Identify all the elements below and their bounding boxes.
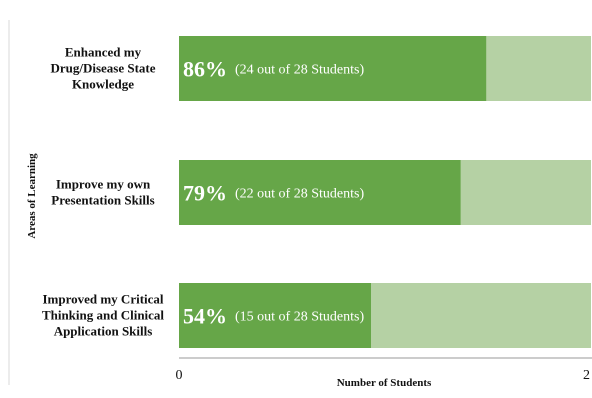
category-label-line: Knowledge [72,77,134,92]
category-label: Improve my own Presentation Skills [51,177,154,208]
category-label-line: Drug/Disease State [50,61,155,76]
category-labels-group: Enhanced my Drug/Disease State Knowledge Im… [42,45,164,339]
category-label: Enhanced my Drug/Disease State Knowledge [50,45,155,92]
category-label-line: Presentation Skills [51,193,154,208]
category-label-line: Application Skills [54,324,153,339]
x-axis-title: Number of Students [337,377,432,389]
x-tick-label: 2 [583,368,590,383]
bar-count-label: (22 out of 28 Students) [235,187,364,202]
bar-count-label: (15 out of 28 Students) [235,310,364,325]
category-label-line: Improved my Critical [42,292,163,307]
bar-percent-label: 86% [183,57,227,82]
bar-count-label: (24 out of 28 Students) [235,63,364,78]
category-label: Improved my Critical Thinking and Clinica… [42,292,164,339]
bar-value [179,36,487,101]
bar-percent-label: 79% [183,181,227,206]
category-label-line: Thinking and Clinical [42,308,164,323]
y-axis-title: Areas of Learning [26,153,38,239]
category-label-line: Improve my own [56,177,151,192]
bars-group: 86% (24 out of 28 Students) 79% (22 out of … [179,36,591,348]
bar-percent-label: 54% [183,304,227,329]
category-label-line: Enhanced my [65,45,142,60]
bar-value [179,283,371,348]
x-tick-label: 0 [176,368,183,383]
bar-value [179,160,461,225]
